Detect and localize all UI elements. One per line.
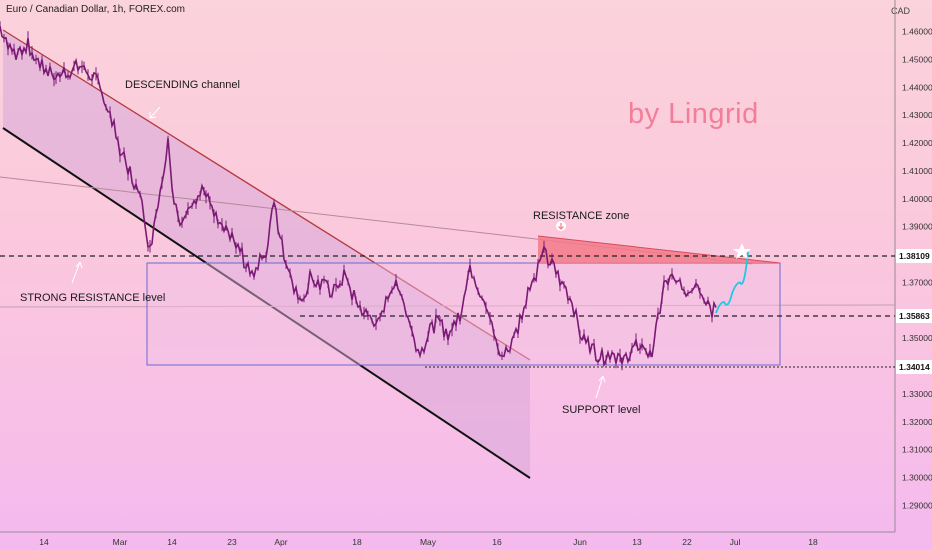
- target-star-icon: [733, 243, 751, 259]
- price-tick-label: 1.33000: [902, 389, 932, 399]
- resistance-zone-edge: [537, 235, 781, 264]
- range-box: [146, 262, 781, 366]
- price-tick-label: 1.46000: [902, 27, 932, 37]
- channel-lower-line: [2, 127, 531, 479]
- price-tag-mid-text: 1.35863: [899, 311, 930, 321]
- price-tick-label: 1.31000: [902, 445, 932, 455]
- time-tick-label: 14: [167, 537, 177, 547]
- price-tick-label: 1.44000: [902, 82, 932, 92]
- price-tick-label: 1.30000: [902, 473, 932, 483]
- price-line: [0, 25, 717, 368]
- price-tick-label: 1.35000: [902, 333, 932, 343]
- price-tag-resistance-text: 1.38109: [899, 251, 930, 261]
- price-tick-label: 1.29000: [902, 501, 932, 511]
- price-tick-label: 1.41000: [902, 166, 932, 176]
- price-tag-support: [896, 360, 932, 374]
- reference-line: [0, 304, 896, 308]
- price-tick-label: 1.42000: [902, 138, 932, 148]
- channel-pointer-icon: [149, 106, 161, 119]
- price-tick-label: 1.43000: [902, 110, 932, 120]
- price-tag-mid: [896, 309, 932, 323]
- chart-title: Euro / Canadian Dollar, 1h, FOREX.com: [6, 4, 185, 15]
- time-tick-label: Jun: [573, 537, 587, 547]
- time-tick-label: 18: [808, 537, 818, 547]
- price-tag-resistance: [896, 249, 932, 263]
- time-tick-label: Mar: [113, 537, 128, 547]
- time-tick-label: 16: [492, 537, 502, 547]
- price-axis-ticks: 1.46000 1.45000 1.44000 1.43000 1.42000 1.410…: [902, 27, 932, 511]
- time-tick-label: Jul: [730, 537, 741, 547]
- brand-watermark: by Lingrid: [628, 98, 759, 130]
- time-tick-label: Apr: [274, 537, 287, 547]
- price-tick-label: 1.37000: [902, 277, 932, 287]
- time-tick-label: 13: [632, 537, 642, 547]
- time-axis-ticks: 14 Mar 14 23 Apr 18 May 16 Jun 13 22 Jul 18: [39, 537, 818, 547]
- resistance-pointer-icon: [71, 261, 83, 284]
- price-tick-label: 1.45000: [902, 54, 932, 64]
- down-arrow-glyph: [558, 223, 564, 230]
- time-tick-label: 14: [39, 537, 49, 547]
- forecast-line: [715, 251, 749, 314]
- price-tag-support-text: 1.34014: [899, 362, 930, 372]
- price-tick-label: 1.39000: [902, 222, 932, 232]
- price-series: [0, 21, 717, 371]
- time-tick-label: May: [420, 537, 437, 547]
- time-tick-label: 23: [227, 537, 237, 547]
- price-tick-label: 1.40000: [902, 194, 932, 204]
- forecast-path: [715, 251, 749, 314]
- descending-channel-label: DESCENDING channel: [125, 79, 240, 91]
- support-level-label: SUPPORT level: [562, 404, 640, 416]
- price-tick-label: 1.32000: [902, 417, 932, 427]
- support-pointer-icon: [595, 375, 606, 399]
- time-tick-label: 18: [352, 537, 362, 547]
- time-tick-label: 22: [682, 537, 692, 547]
- channel-upper-line: [2, 29, 531, 361]
- currency-label: CAD: [890, 6, 910, 16]
- resistance-zone-label: RESISTANCE zone: [533, 210, 629, 222]
- strong-resistance-label: STRONG RESISTANCE level: [20, 292, 165, 304]
